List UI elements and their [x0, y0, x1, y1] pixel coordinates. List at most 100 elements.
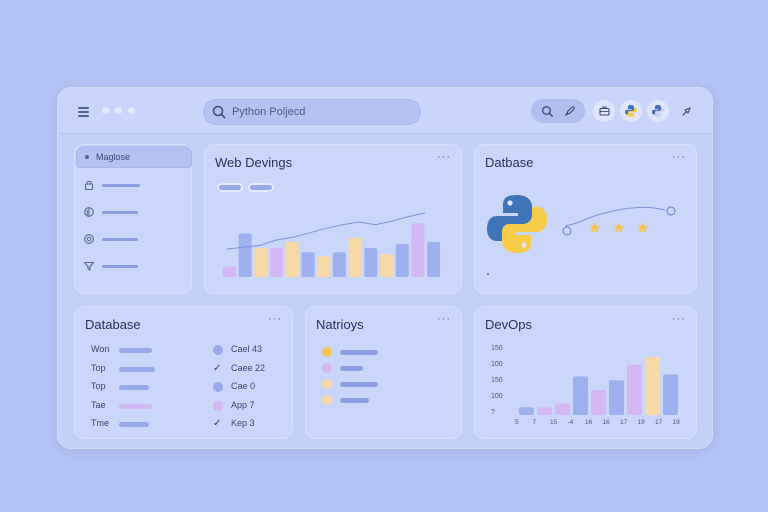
row-bar: [340, 382, 378, 387]
chart-bar: [364, 248, 378, 277]
row-bar: [119, 385, 149, 390]
y-tick-label: ?: [491, 409, 495, 416]
y-tick-label: 150: [491, 345, 503, 352]
briefcase-button[interactable]: [593, 100, 615, 122]
row-bar: [119, 422, 149, 427]
chart-bar: [555, 403, 570, 415]
rocket-icon[interactable]: [564, 105, 576, 117]
status-dot-icon: [213, 400, 223, 411]
search-text: Python Poljecd: [232, 106, 306, 118]
search-icon[interactable]: [541, 105, 554, 118]
top-bar: Python Poljecd: [58, 88, 712, 134]
sidebar-item-label: Maglose: [96, 152, 131, 162]
card-title: Database: [85, 317, 141, 332]
y-tick-label: 100: [491, 361, 503, 368]
x-tick-label: -4: [567, 419, 574, 426]
chart-bar: [395, 243, 409, 277]
row-value: Cael 43: [231, 344, 263, 354]
globe-icon: [84, 207, 94, 217]
search-tools-group[interactable]: [531, 99, 585, 123]
row-bar: [340, 398, 369, 403]
x-tick-label: 7: [532, 419, 537, 426]
python-app-button[interactable]: [620, 100, 642, 122]
more-options-icon[interactable]: ···: [437, 151, 451, 163]
chart-bar: [301, 252, 315, 277]
chart-bar: [627, 364, 642, 415]
x-tick-label: 19: [672, 419, 680, 426]
x-tick-label: 16: [602, 419, 610, 426]
more-options-icon[interactable]: ···: [268, 313, 282, 325]
status-dot-icon: [322, 347, 332, 357]
python-icon: [652, 105, 664, 117]
devops-card: DevOps ··· 150 100 150 100? 5 7 15 -4 16 16 17 19 1…: [474, 306, 697, 439]
x-tick-label: 17: [620, 419, 628, 426]
sidebar-item-lock[interactable]: [83, 179, 153, 191]
card-title: DevOps: [485, 317, 532, 332]
y-tick-label: 150: [491, 377, 503, 384]
chart-bar: [254, 248, 268, 277]
check-icon: ✓: [213, 418, 222, 429]
target-icon: [84, 234, 94, 244]
filter-chip[interactable]: [217, 183, 243, 192]
row-value: Kep 3: [231, 418, 255, 428]
x-tick-label: 16: [585, 419, 593, 426]
chart-bar: [332, 252, 346, 277]
star-icon: [613, 222, 625, 233]
python-icon: [625, 105, 637, 117]
more-options-icon[interactable]: ···: [437, 313, 451, 325]
sidebar-item-target[interactable]: [83, 233, 153, 245]
sidebar-item-placeholder: [102, 238, 138, 241]
pin-icon: [681, 106, 691, 116]
chart-bar: [537, 407, 552, 415]
row-value: App 7: [231, 399, 255, 410]
row-bar: [340, 350, 378, 355]
x-tick-label: 5: [515, 419, 519, 426]
chart-bar: [573, 376, 588, 415]
y-tick-label: 100: [491, 393, 503, 400]
chart-bar: [609, 380, 624, 415]
chart-bar: [427, 241, 441, 277]
sidebar-item-placeholder: [102, 184, 140, 187]
sidebar-item-placeholder: [102, 211, 138, 214]
status-dot-icon: [322, 395, 332, 405]
database-top-card: Datbase ···: [474, 144, 697, 294]
python-settings-button[interactable]: [647, 100, 669, 122]
row-value: Caee 22: [231, 362, 266, 373]
search-icon: [212, 105, 226, 119]
menu-icon[interactable]: [78, 107, 89, 117]
chart-bar: [591, 389, 606, 415]
check-icon: ✓: [213, 362, 222, 374]
sidebar-item-globe[interactable]: [83, 206, 153, 218]
star-icon: [589, 222, 601, 233]
card-title: Web Devings: [215, 155, 293, 170]
python-logo-icon: [487, 195, 547, 253]
status-dot-icon: [322, 363, 332, 373]
rating-decoration: [562, 206, 676, 236]
search-bar[interactable]: Python Poljecd: [203, 99, 421, 125]
lock-icon: [84, 180, 94, 191]
web-devings-card: Web Devings ···: [204, 144, 462, 294]
status-dot-icon: [213, 382, 223, 392]
chart-bar: [223, 266, 236, 277]
card-title: Natrioys: [316, 317, 364, 332]
more-options-icon[interactable]: ···: [672, 313, 686, 325]
chart-bar: [645, 357, 660, 415]
row-bar: [119, 403, 152, 409]
row-label: Won: [91, 344, 110, 354]
sidebar-item-active[interactable]: Maglose: [76, 146, 192, 168]
active-dot-icon: [85, 155, 89, 159]
row-bar: [340, 366, 363, 371]
natrioys-card: Natrioys ···: [305, 306, 462, 439]
pin-button[interactable]: [678, 103, 694, 119]
status-dot-icon: [322, 379, 332, 389]
row-label: Tae: [91, 399, 106, 410]
chart-bar: [348, 237, 362, 277]
sidebar-item-filter[interactable]: [83, 260, 153, 272]
filter-chip[interactable]: [248, 183, 274, 192]
more-options-icon[interactable]: ···: [672, 151, 686, 163]
row-value: Cae 0: [231, 381, 256, 391]
status-dot-icon: [213, 345, 223, 355]
dot-decoration: [487, 273, 489, 275]
x-tick-label: 17: [655, 419, 663, 426]
chart-bar: [380, 254, 393, 277]
